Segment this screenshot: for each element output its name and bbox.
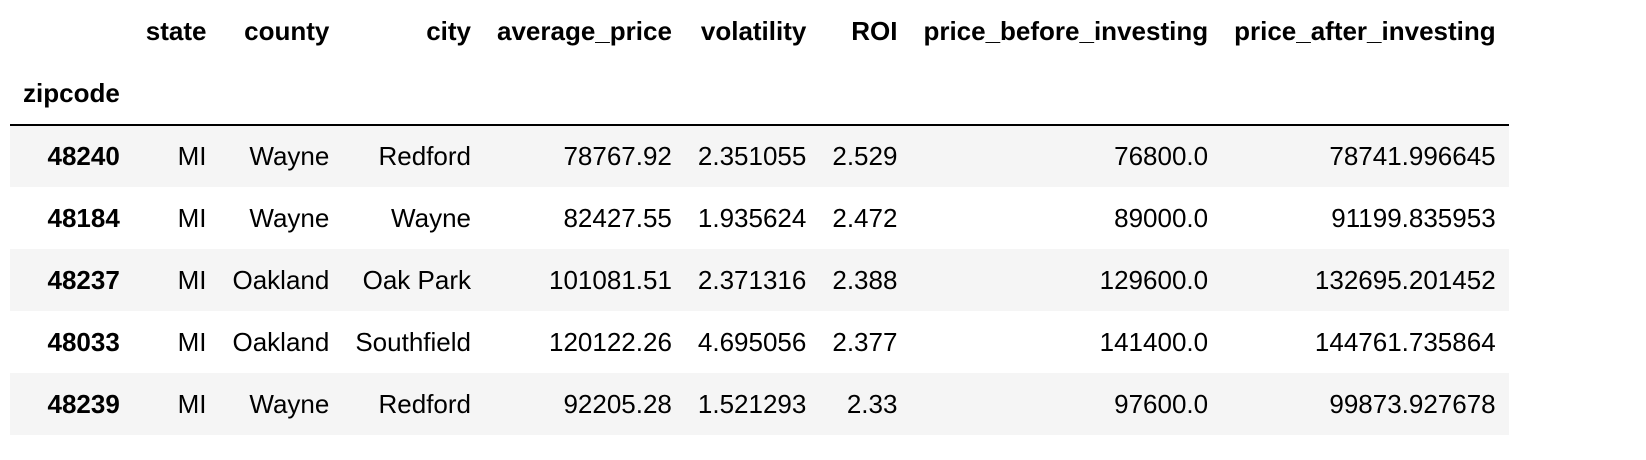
cell-city: Wayne <box>391 202 471 233</box>
cell-volatility: 2.351055 <box>697 141 807 171</box>
cell-price-after-investing: 91199.835953 <box>1331 202 1496 233</box>
table-header: state county city average_price volatili… <box>10 0 1509 125</box>
cell-roi: 2.388 <box>832 264 898 295</box>
row-index: 48239 <box>47 388 120 419</box>
cell-county: Wayne <box>249 141 330 171</box>
cell-price-before-investing: 141400.0 <box>1099 326 1209 357</box>
cell-volatility: 4.695056 <box>697 326 807 357</box>
cell-volatility: 1.935624 <box>697 202 807 233</box>
dataframe-table: state county city average_price volatili… <box>10 0 1509 435</box>
cell-state: MI <box>177 202 207 233</box>
cell-volatility: 2.371316 <box>697 264 807 295</box>
cell-city: Oak Park <box>362 264 471 295</box>
table-body: 48240 MI Wayne Redford 78767.92 2.351055… <box>10 125 1509 435</box>
cell-roi: 2.33 <box>846 388 898 419</box>
cell-price-after-investing: 78741.996645 <box>1329 141 1496 171</box>
cell-average-price: 92205.28 <box>563 388 672 419</box>
cell-roi: 2.529 <box>832 141 898 171</box>
cell-price-before-investing: 129600.0 <box>1099 264 1209 295</box>
row-index: 48240 <box>47 141 120 171</box>
row-index: 48237 <box>47 264 120 295</box>
cell-county: Oakland <box>232 326 330 357</box>
table-row: 48033 MI Oakland Southfield 120122.26 4.… <box>10 311 1509 373</box>
cell-average-price: 101081.51 <box>549 264 672 295</box>
column-header: city <box>426 15 471 46</box>
cell-price-before-investing: 89000.0 <box>1114 202 1209 233</box>
cell-volatility: 1.521293 <box>697 388 807 419</box>
cell-price-after-investing: 144761.735864 <box>1314 326 1496 357</box>
table-row: 48239 MI Wayne Redford 92205.28 1.521293… <box>10 373 1509 435</box>
cell-roi: 2.377 <box>832 326 898 357</box>
table-row: 48240 MI Wayne Redford 78767.92 2.351055… <box>10 125 1509 187</box>
index-corner <box>10 0 133 62</box>
table-row: 48184 MI Wayne Wayne 82427.55 1.935624 2… <box>10 187 1509 249</box>
cell-state: MI <box>177 326 207 357</box>
index-name-header: zipcode <box>23 77 120 108</box>
row-index: 48033 <box>47 326 120 357</box>
cell-city: Redford <box>378 141 472 171</box>
cell-price-before-investing: 97600.0 <box>1114 388 1209 419</box>
cell-average-price: 120122.26 <box>549 326 672 357</box>
column-header: volatility <box>700 15 807 46</box>
column-header-row: state county city average_price volatili… <box>10 0 1509 62</box>
row-index: 48184 <box>47 202 120 233</box>
table-row: 48237 MI Oakland Oak Park 101081.51 2.37… <box>10 249 1509 311</box>
column-header: ROI <box>851 15 898 46</box>
cell-state: MI <box>177 141 207 171</box>
cell-city: Redford <box>378 388 472 419</box>
cell-city: Southfield <box>355 326 471 357</box>
column-header: county <box>244 15 330 46</box>
cell-price-after-investing: 99873.927678 <box>1329 388 1496 419</box>
cell-state: MI <box>177 388 207 419</box>
cell-average-price: 82427.55 <box>563 202 672 233</box>
cell-price-after-investing: 132695.201452 <box>1314 264 1496 295</box>
column-header: average_price <box>497 15 672 46</box>
cell-state: MI <box>177 264 207 295</box>
cell-county: Wayne <box>249 202 330 233</box>
index-name-row: zipcode <box>10 62 1509 125</box>
cell-average-price: 78767.92 <box>563 141 672 171</box>
column-header: price_before_investing <box>923 15 1209 46</box>
dataframe-output: state county city average_price volatili… <box>10 0 1509 435</box>
cell-county: Wayne <box>249 388 330 419</box>
cell-county: Oakland <box>232 264 330 295</box>
column-header: price_after_investing <box>1234 15 1496 46</box>
cell-price-before-investing: 76800.0 <box>1114 141 1209 171</box>
column-header: state <box>145 15 207 46</box>
cell-roi: 2.472 <box>832 202 898 233</box>
